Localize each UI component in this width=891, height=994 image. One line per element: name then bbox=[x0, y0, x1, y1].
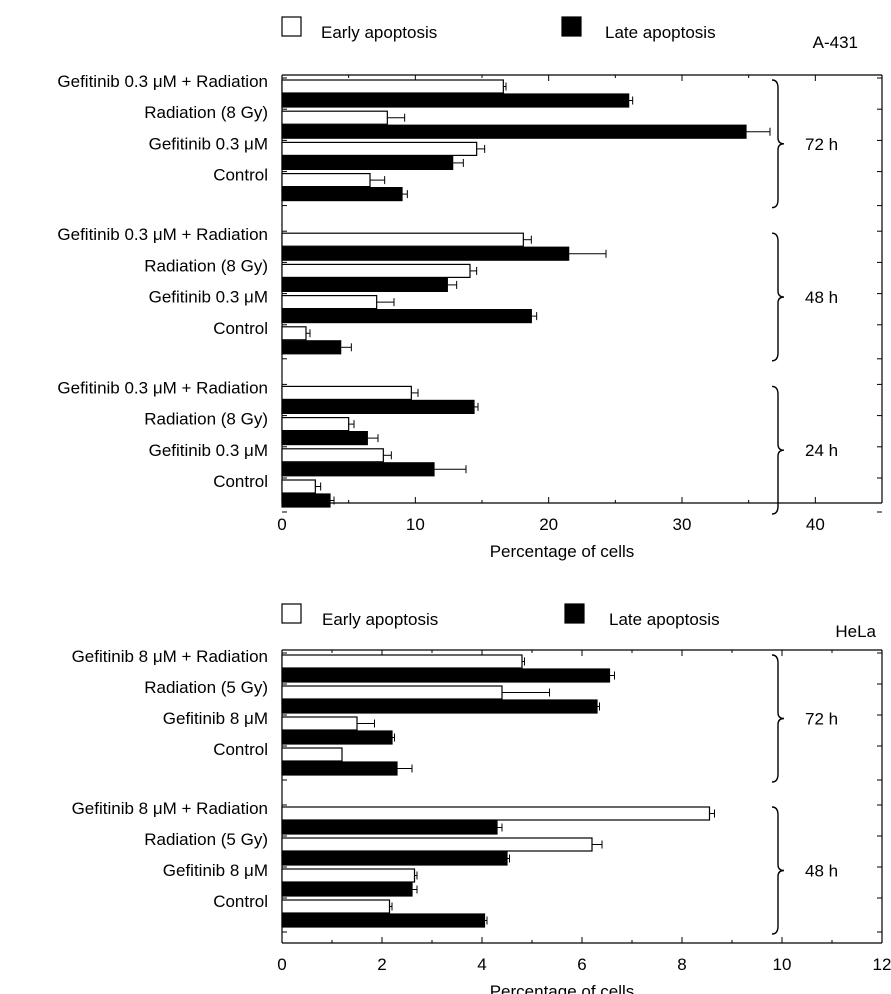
bar-early bbox=[281, 110, 388, 125]
group-label: 72 h bbox=[805, 135, 838, 154]
legend-swatch-early bbox=[281, 603, 302, 624]
group-bracket bbox=[771, 806, 785, 935]
bar-late bbox=[281, 277, 448, 292]
group-label: 24 h bbox=[805, 441, 838, 460]
category-label: Gefitinib 0.3 μM + Radiation bbox=[57, 72, 268, 91]
x-tick-label: 12 bbox=[873, 955, 891, 974]
category-label: Gefitinib 8 μM bbox=[163, 861, 268, 880]
group-label: 48 h bbox=[805, 862, 838, 881]
group-bracket bbox=[771, 385, 785, 515]
bar-late bbox=[281, 462, 435, 477]
bar-late bbox=[281, 309, 532, 324]
x-tick-label: 4 bbox=[477, 955, 486, 974]
bar-late bbox=[281, 668, 611, 683]
bar-late bbox=[281, 246, 570, 261]
panel-label: A-431 bbox=[813, 33, 858, 52]
bar-early bbox=[281, 141, 478, 156]
category-label: Radiation (5 Gy) bbox=[144, 678, 268, 697]
category-label: Control bbox=[213, 166, 268, 185]
bar-early bbox=[281, 385, 412, 400]
bar-early bbox=[281, 899, 391, 914]
bar-late bbox=[281, 399, 475, 414]
x-tick-label: 8 bbox=[677, 955, 686, 974]
category-label: Control bbox=[213, 319, 268, 338]
legend-swatch-late bbox=[564, 603, 585, 624]
legend-label-early: Early apoptosis bbox=[321, 23, 437, 42]
bar-late bbox=[281, 493, 331, 508]
bar-late bbox=[281, 124, 747, 139]
x-tick-label: 0 bbox=[277, 515, 286, 534]
x-tick-label: 10 bbox=[773, 955, 792, 974]
bar-late bbox=[281, 761, 398, 776]
x-tick-label: 40 bbox=[806, 515, 825, 534]
category-label: Radiation (8 Gy) bbox=[144, 410, 268, 429]
legend-label-early: Early apoptosis bbox=[322, 610, 438, 629]
bar-early bbox=[281, 747, 343, 762]
category-label: Radiation (8 Gy) bbox=[144, 103, 268, 122]
legend-label-late: Late apoptosis bbox=[609, 610, 720, 629]
bar-late bbox=[281, 93, 630, 108]
chart-panel-2: Early apoptosis Late apoptosis HeLa 0 2 4 6 8 10… bbox=[72, 603, 891, 994]
bar-early bbox=[281, 295, 378, 310]
bar-early bbox=[281, 326, 307, 341]
x-tick-label: 20 bbox=[539, 515, 558, 534]
x-axis-title: Percentage of cells bbox=[490, 542, 635, 561]
legend-swatch-early bbox=[281, 16, 302, 37]
bar-late bbox=[281, 882, 413, 897]
category-label: Gefitinib 0.3 μM bbox=[149, 441, 268, 460]
x-axis-title: Percentage of cells bbox=[490, 982, 635, 994]
group-label: 72 h bbox=[805, 710, 838, 729]
bar-late bbox=[281, 187, 403, 202]
category-label: Control bbox=[213, 472, 268, 491]
category-label: Radiation (8 Gy) bbox=[144, 256, 268, 275]
x-tick-label: 2 bbox=[377, 955, 386, 974]
group-label: 48 h bbox=[805, 288, 838, 307]
legend-label-late: Late apoptosis bbox=[605, 23, 716, 42]
bar-late bbox=[281, 699, 598, 714]
category-label: Gefitinib 0.3 μM + Radiation bbox=[57, 378, 268, 397]
bar-early bbox=[281, 716, 358, 731]
bar-late bbox=[281, 431, 368, 446]
bar-late bbox=[281, 730, 393, 745]
bar-early bbox=[281, 685, 503, 700]
bar-late bbox=[281, 851, 508, 866]
bar-early bbox=[281, 417, 350, 432]
bar-early bbox=[281, 232, 524, 247]
x-tick-label: 0 bbox=[277, 955, 286, 974]
bar-late bbox=[281, 340, 342, 355]
category-label: Gefitinib 0.3 μM bbox=[149, 288, 268, 307]
bar-late bbox=[281, 820, 498, 835]
legend-swatch-late bbox=[561, 16, 582, 37]
category-label: Gefitinib 8 μM bbox=[163, 709, 268, 728]
bar-early bbox=[281, 448, 384, 463]
chart-panel-1: Early apoptosis Late apoptosis A-431 0 10 20 3… bbox=[57, 16, 883, 561]
category-label: Gefitinib 8 μM + Radiation bbox=[72, 799, 268, 818]
bar-early bbox=[281, 837, 593, 852]
bar-early bbox=[281, 263, 471, 278]
bar-early bbox=[281, 868, 416, 883]
group-bracket bbox=[771, 654, 785, 783]
category-label: Radiation (5 Gy) bbox=[144, 830, 268, 849]
bar-early bbox=[281, 806, 711, 821]
category-label: Gefitinib 0.3 μM + Radiation bbox=[57, 225, 268, 244]
category-label: Control bbox=[213, 892, 268, 911]
group-bracket bbox=[771, 232, 785, 362]
bar-late bbox=[281, 155, 454, 170]
bar-late bbox=[281, 913, 486, 928]
category-label: Control bbox=[213, 740, 268, 759]
panel-label: HeLa bbox=[835, 622, 876, 641]
bar-early bbox=[281, 654, 523, 669]
bar-early bbox=[281, 79, 504, 94]
x-tick-label: 30 bbox=[673, 515, 692, 534]
bar-early bbox=[281, 173, 371, 188]
bar-early bbox=[281, 479, 316, 494]
x-tick-label: 6 bbox=[577, 955, 586, 974]
group-bracket bbox=[771, 79, 785, 209]
category-label: Gefitinib 8 μM + Radiation bbox=[72, 647, 268, 666]
category-label: Gefitinib 0.3 μM bbox=[149, 134, 268, 153]
x-tick-label: 10 bbox=[406, 515, 425, 534]
